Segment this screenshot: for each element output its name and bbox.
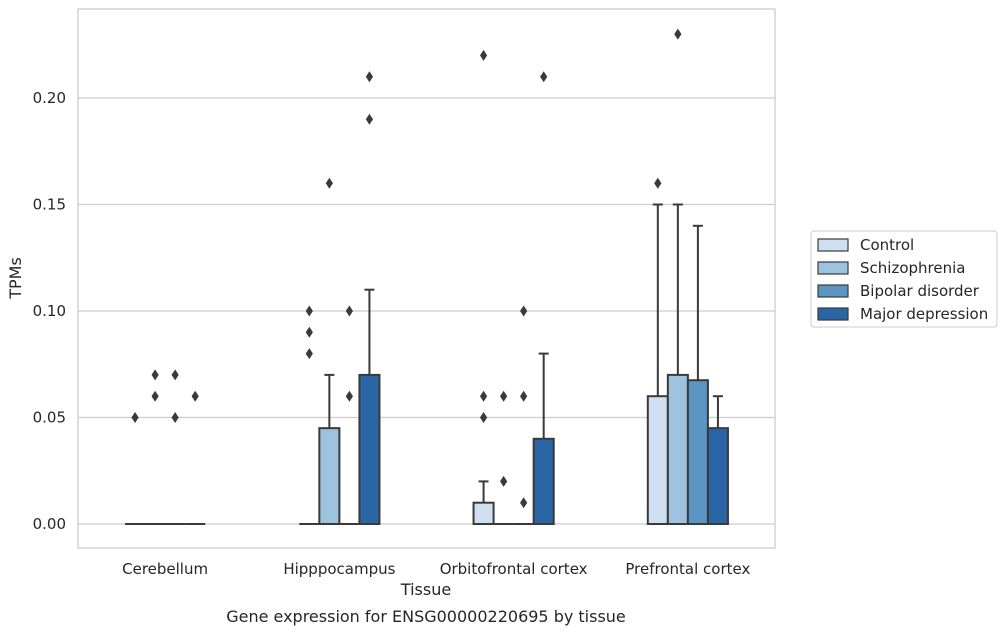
y-tick-labels: 0.00 0.05 0.10 0.15 0.20 xyxy=(33,89,66,533)
box xyxy=(358,373,381,525)
y-tick-label: 0.15 xyxy=(33,196,66,214)
outlier-point xyxy=(151,369,159,381)
legend-swatch xyxy=(817,307,849,321)
outlier-point xyxy=(654,177,662,189)
outlier-point xyxy=(171,369,179,381)
box xyxy=(646,395,669,526)
outlier-point xyxy=(305,305,313,317)
outlier-point xyxy=(365,113,374,125)
box xyxy=(532,437,555,525)
y-tick-label: 0.10 xyxy=(33,302,66,320)
outlier-point xyxy=(131,412,139,423)
box xyxy=(666,373,689,525)
outlier-point xyxy=(151,390,159,402)
outlier-point xyxy=(365,71,374,83)
legend-frame xyxy=(810,230,998,328)
outlier-point xyxy=(500,390,508,402)
legend: Control Schizophrenia Bipolar disorder Majo… xyxy=(810,230,998,328)
box xyxy=(686,379,709,525)
legend-label: Control xyxy=(860,236,914,254)
outlier-point xyxy=(520,390,528,402)
boxes xyxy=(125,203,729,526)
outlier-point xyxy=(540,71,548,83)
outlier-point xyxy=(345,305,353,317)
outliers xyxy=(131,28,682,509)
x-tick-label: Cerebellum xyxy=(122,560,208,578)
chart-caption: Gene expression for ENSG00000220695 by t… xyxy=(226,607,626,626)
outlier-point xyxy=(479,49,488,61)
x-axis-label: Tissue xyxy=(400,580,451,599)
box xyxy=(472,501,495,526)
outlier-point xyxy=(479,390,488,402)
plot-area-frame xyxy=(77,8,776,549)
x-tick-labels: Cerebellum Hipppocampus Orbitofrontal cort… xyxy=(122,560,750,578)
outlier-point xyxy=(191,390,199,402)
x-tick-label: Prefrontal cortex xyxy=(625,560,750,578)
outlier-point xyxy=(479,412,488,423)
legend-swatch xyxy=(817,238,849,252)
box xyxy=(318,427,341,525)
outlier-point xyxy=(500,475,508,487)
outlier-point xyxy=(345,390,353,402)
y-tick-label: 0.20 xyxy=(33,89,66,107)
outlier-point xyxy=(325,177,333,189)
x-tick-label: Hipppocampus xyxy=(283,560,395,578)
outlier-point xyxy=(305,348,313,360)
y-axis-label: TPMs xyxy=(6,257,25,300)
outlier-point xyxy=(674,28,682,40)
legend-label: Schizophrenia xyxy=(860,259,965,277)
y-tick-label: 0.05 xyxy=(33,409,66,427)
outlier-point xyxy=(520,497,528,509)
outlier-point xyxy=(520,305,528,317)
legend-label: Major depression xyxy=(860,305,988,323)
x-tick-label: Orbitofrontal cortex xyxy=(440,560,588,578)
legend-label: Bipolar disorder xyxy=(860,282,980,300)
legend-swatch xyxy=(817,284,849,298)
outlier-point xyxy=(171,412,179,423)
legend-swatch xyxy=(817,261,849,275)
outlier-point xyxy=(305,326,313,338)
box xyxy=(706,427,729,525)
y-tick-label: 0.00 xyxy=(33,515,66,533)
